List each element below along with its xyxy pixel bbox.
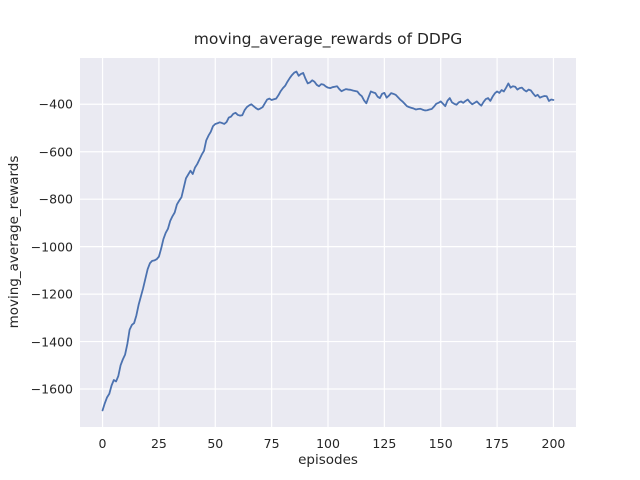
y-tick-label: −800 [38,191,73,207]
x-tick-label: 175 [485,436,510,451]
y-tick-label: −1600 [30,381,73,397]
x-tick-label: 0 [98,436,107,451]
y-tick-label: −1200 [30,286,73,302]
x-tick-label: 50 [207,436,224,451]
series-line [101,70,555,412]
x-tick-label: 25 [150,436,167,451]
y-tick-label: −1000 [30,239,73,255]
chart-title: moving_average_rewards of DDPG [193,30,463,48]
x-tick-label: 150 [428,436,453,451]
x-axis-label: episodes [298,452,358,468]
x-tick-label: 125 [372,436,397,451]
x-tick-label: 200 [541,436,566,451]
y-tick-label: −1400 [30,334,73,350]
y-tick-label: −400 [38,96,73,112]
plot-area [80,58,576,427]
x-tick-label: 75 [263,436,280,451]
x-tick-label: 100 [316,436,340,451]
plot-canvas [80,58,576,427]
y-tick-label: −600 [38,144,73,160]
